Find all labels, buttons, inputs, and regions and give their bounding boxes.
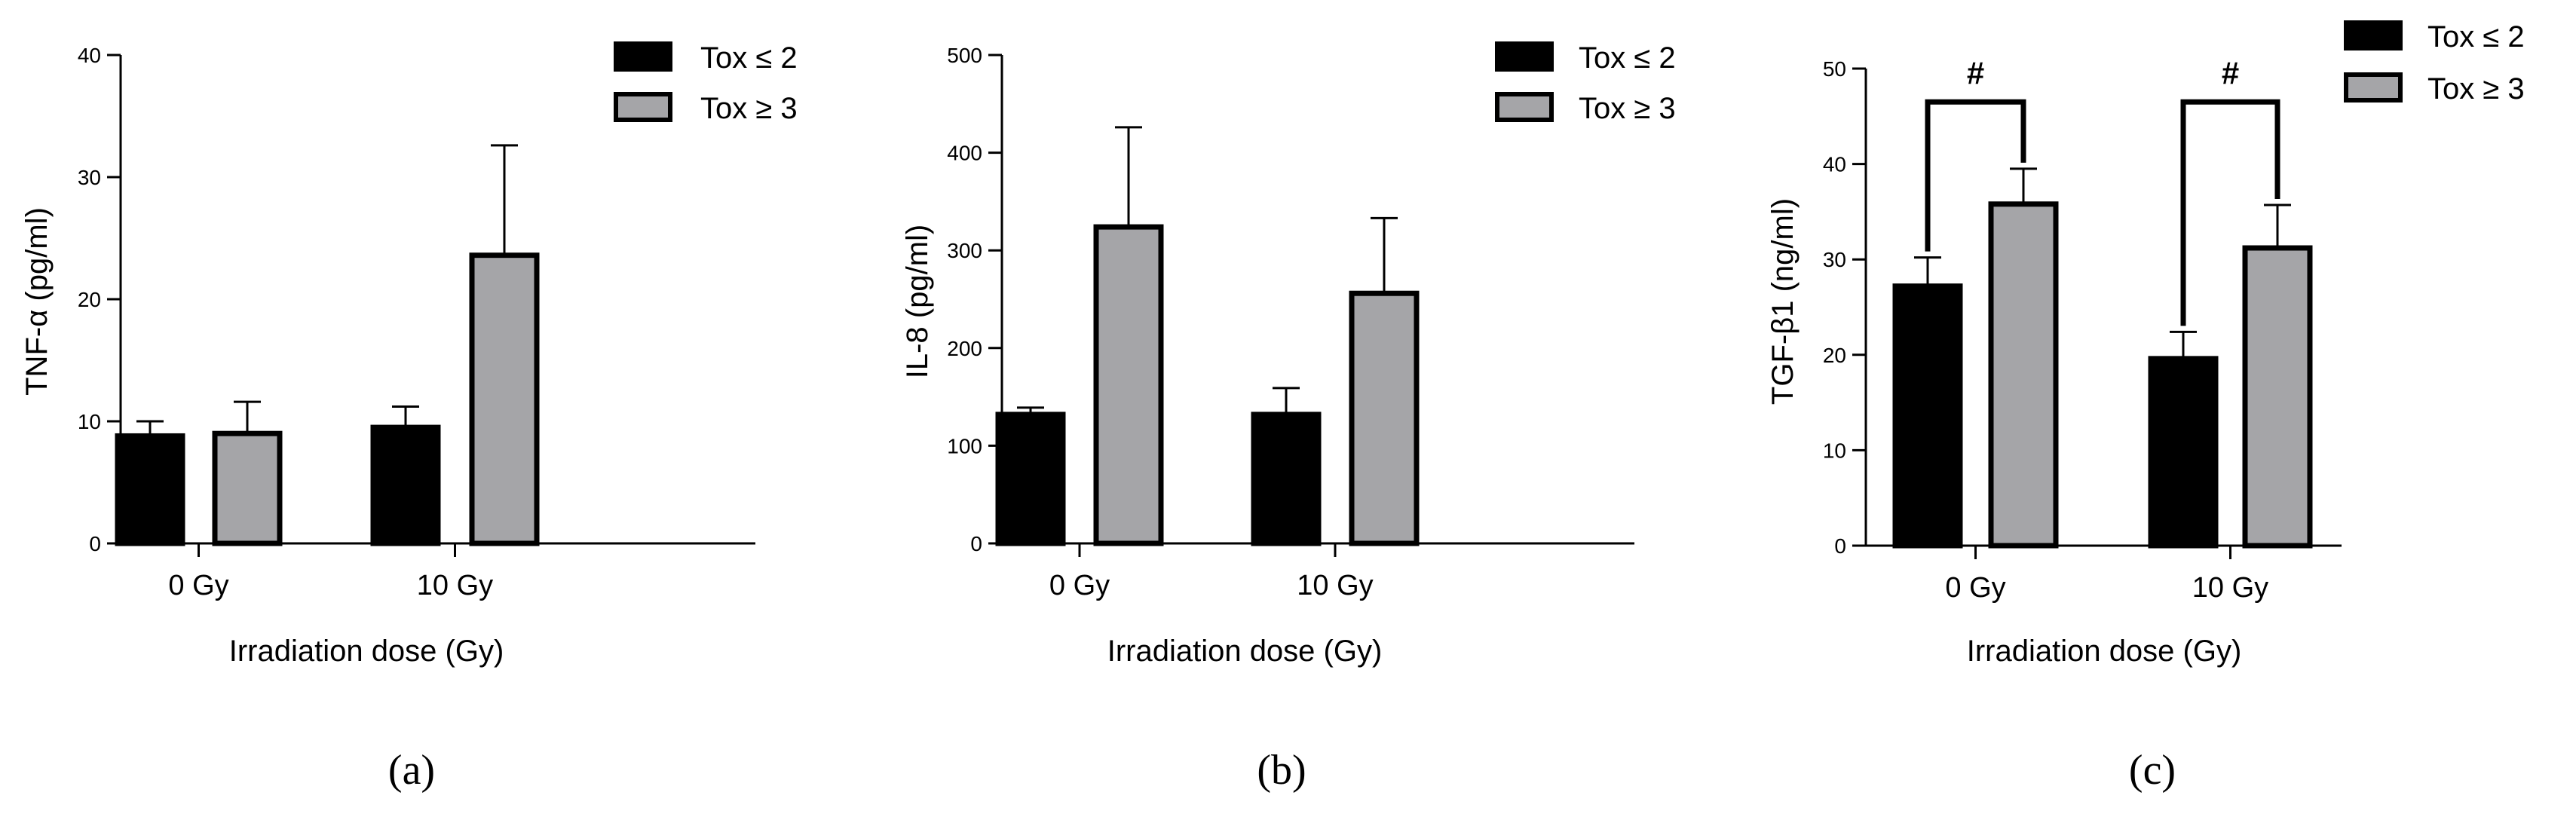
y-tick-label: 400 <box>947 142 982 165</box>
legend-swatch-tox-ge-3 <box>614 92 672 122</box>
y-axis-title: IL-8 (pg/ml) <box>901 225 934 379</box>
y-tick-label: 300 <box>947 239 982 262</box>
y-axis-title: TNF-α (pg/ml) <box>20 207 54 396</box>
y-tick-label: 50 <box>1823 57 1846 81</box>
bar-tox-le-2-0-gy <box>115 433 185 546</box>
legend-swatch-tox-ge-3 <box>2344 72 2403 102</box>
significance-bracket <box>1925 99 2026 252</box>
legend-label: Tox ≥ 3 <box>2427 72 2525 106</box>
bar-tox-ge-3-10-gy <box>2242 245 2313 549</box>
legend: Tox ≤ 2 Tox ≥ 3 <box>2344 20 2525 106</box>
y-tick-label: 10 <box>78 410 101 433</box>
panel-b: IL-8 (pg/ml) Irradiation dose (Gy) (b) T… <box>901 41 1676 794</box>
panel-label: (a) <box>388 747 435 794</box>
legend-label: Tox ≤ 2 <box>700 41 798 75</box>
y-tick-label: 10 <box>1823 439 1846 462</box>
bar-tox-le-2-0-gy <box>1892 283 1963 549</box>
bar-tox-ge-3-10-gy <box>1349 290 1420 546</box>
y-axis-title: TGF-β1 (ng/ml) <box>1766 198 1800 405</box>
legend-swatch-tox-ge-3 <box>1495 92 1554 122</box>
y-tick-label: 0 <box>1834 534 1846 558</box>
y-tick-label: 40 <box>1823 153 1846 176</box>
x-axis-title: Irradiation dose (Gy) <box>1107 635 1383 668</box>
panel-a: TNF-α (pg/ml) Irradiation dose (Gy) (a) … <box>20 41 798 794</box>
significance-label: # <box>2222 55 2239 90</box>
bar-tox-le-2-10-gy <box>1251 412 1322 546</box>
legend-swatch-tox-le-2 <box>614 41 672 72</box>
y-tick-label: 0 <box>970 532 982 555</box>
x-tick-label: 0 Gy <box>1945 572 2005 604</box>
legend-swatch-tox-le-2 <box>1495 41 1554 72</box>
x-axis-title: Irradiation dose (Gy) <box>229 635 504 668</box>
y-tick-label: 200 <box>947 337 982 360</box>
panel-label: (b) <box>1257 747 1306 794</box>
x-tick-label: 10 Gy <box>2192 572 2268 604</box>
bar-tox-ge-3-0-gy <box>1988 201 2059 549</box>
y-tick-label: 500 <box>947 44 982 67</box>
panel-c: TGF-β1 (ng/ml) Irradiation dose (Gy) (c)… <box>1766 20 2525 794</box>
y-tick-label: 20 <box>1823 344 1846 367</box>
y-tick-label: 30 <box>78 166 101 189</box>
y-tick-label: 40 <box>78 44 101 67</box>
x-tick-label: 0 Gy <box>168 570 228 601</box>
legend: Tox ≤ 2 Tox ≥ 3 <box>1495 41 1676 125</box>
y-tick-label: 0 <box>89 532 101 555</box>
bar-tox-le-2-10-gy <box>370 424 441 546</box>
bar-tox-le-2-0-gy <box>995 412 1066 546</box>
x-tick-label: 10 Gy <box>1297 570 1373 601</box>
legend-swatch-tox-le-2 <box>2344 20 2403 50</box>
y-tick-label: 20 <box>78 288 101 311</box>
x-tick-label: 0 Gy <box>1049 570 1110 601</box>
legend: Tox ≤ 2 Tox ≥ 3 <box>614 41 798 125</box>
bar-tox-ge-3-0-gy <box>212 430 283 546</box>
bar-tox-ge-3-10-gy <box>469 252 540 546</box>
y-tick-label: 100 <box>947 434 982 457</box>
significance-label: # <box>1967 55 1984 90</box>
x-tick-label: 10 Gy <box>417 570 493 601</box>
x-axis-title: Irradiation dose (Gy) <box>1967 635 2242 668</box>
y-tick-label: 30 <box>1823 248 1846 271</box>
bar-tox-le-2-10-gy <box>2148 356 2219 549</box>
legend-label: Tox ≥ 3 <box>1579 92 1676 125</box>
significance-bracket <box>2180 99 2280 326</box>
legend-label: Tox ≤ 2 <box>2427 20 2525 54</box>
legend-label: Tox ≥ 3 <box>700 92 798 125</box>
legend-label: Tox ≤ 2 <box>1579 41 1676 75</box>
panel-label: (c) <box>2129 747 2176 794</box>
bar-tox-ge-3-0-gy <box>1093 224 1164 546</box>
